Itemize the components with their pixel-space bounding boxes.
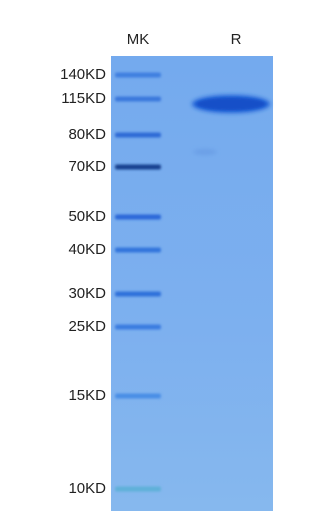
- marker-band: [115, 215, 161, 220]
- marker-label: 115KD: [61, 90, 106, 107]
- marker-band: [115, 165, 161, 170]
- marker-band: [115, 394, 161, 399]
- marker-label: 80KD: [68, 126, 106, 143]
- faint-band: [193, 149, 217, 155]
- marker-band: [115, 487, 161, 492]
- gel-figure: MK R 140KD 115KD 80KD 70KD 50KD 40KD 30KD 25KD 15…: [0, 0, 283, 521]
- marker-band: [115, 325, 161, 330]
- marker-label: 50KD: [68, 208, 106, 225]
- marker-band: [115, 292, 161, 297]
- marker-band: [115, 73, 161, 78]
- marker-label: 15KD: [68, 387, 106, 404]
- lane-label: R: [231, 31, 242, 48]
- marker-label: 25KD: [68, 318, 106, 335]
- marker-label: 30KD: [68, 285, 106, 302]
- marker-label: 40KD: [68, 241, 106, 258]
- marker-label: 10KD: [68, 480, 106, 497]
- marker-band: [115, 97, 161, 102]
- marker-band: [115, 133, 161, 138]
- marker-label: 140KD: [60, 66, 106, 83]
- marker-band: [115, 248, 161, 253]
- marker-label: 70KD: [68, 158, 106, 175]
- lane-label: MK: [127, 31, 150, 48]
- lane-labels: MK R: [127, 31, 242, 48]
- sample-band-core: [197, 98, 265, 110]
- gel: [111, 56, 273, 511]
